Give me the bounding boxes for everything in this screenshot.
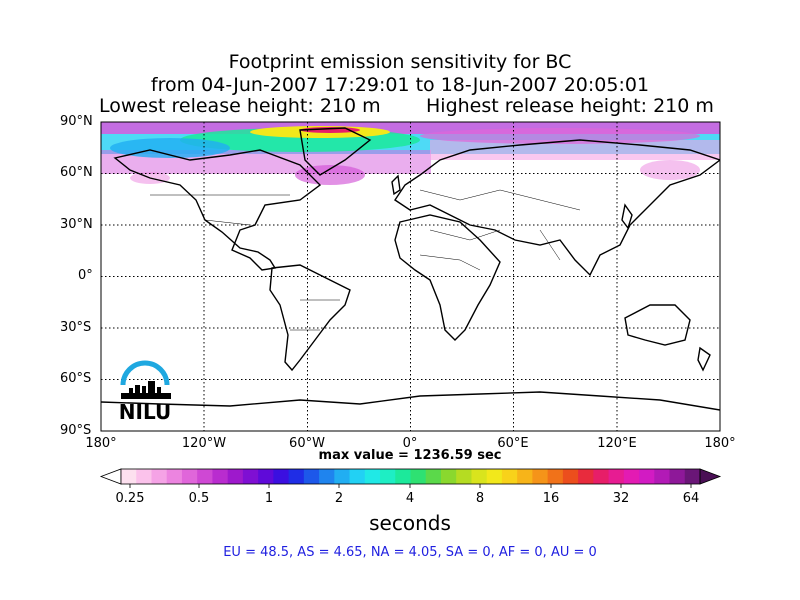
map-period: from 04-Jun-2007 17:29:01 to 18-Jun-2007… bbox=[150, 74, 650, 96]
lon-label-120e: 120°E bbox=[597, 436, 637, 451]
colorbar-segment bbox=[547, 469, 564, 484]
lat-label-60s: 60°S bbox=[60, 371, 92, 386]
colorbar-segment bbox=[501, 469, 518, 484]
colorbar-segment bbox=[608, 469, 625, 484]
lowest-release-height: Lowest release height: 210 m bbox=[99, 95, 381, 117]
colorbar-tick: 0.25 bbox=[115, 491, 145, 506]
colorbar-segment bbox=[273, 469, 290, 484]
lat-label-30s: 30°S bbox=[60, 320, 92, 335]
colorbar-over-extend bbox=[699, 468, 722, 485]
colorbar-segment bbox=[440, 469, 457, 484]
sensitivity-field bbox=[101, 122, 720, 185]
colorbar-segment bbox=[380, 469, 396, 484]
colorbar-segment bbox=[288, 469, 305, 484]
colorbar-tick: 4 bbox=[405, 491, 415, 506]
lat-label-90n: 90°N bbox=[60, 114, 93, 129]
lon-label-120w: 120°W bbox=[181, 436, 227, 451]
lon-label-0: 0° bbox=[402, 436, 418, 451]
colorbar-segment bbox=[471, 469, 488, 484]
lon-label-60w: 60°W bbox=[289, 436, 325, 451]
colorbar-segment bbox=[639, 469, 655, 484]
map-title: Footprint emission sensitivity for BC bbox=[228, 51, 572, 73]
colorbar-segment bbox=[669, 469, 686, 484]
colorbar-segment bbox=[562, 469, 579, 484]
lat-label-0: 0° bbox=[78, 268, 93, 283]
colorbar-segment bbox=[166, 469, 183, 484]
max-value: max value = 1236.59 sec bbox=[318, 448, 502, 463]
colorbar-segment bbox=[532, 469, 549, 484]
colorbar-segment bbox=[121, 469, 137, 484]
colorbar-frame bbox=[120, 468, 701, 485]
colorbar bbox=[99, 468, 722, 488]
colorbar-segment bbox=[197, 469, 214, 484]
colorbar-segment bbox=[242, 469, 259, 484]
colorbar-segment bbox=[364, 469, 381, 484]
colorbar-tick: 64 bbox=[682, 491, 700, 506]
map-border bbox=[100, 121, 721, 432]
colorbar-tick: 1 bbox=[264, 491, 274, 506]
colorbar-segment bbox=[227, 469, 244, 484]
logo-text: NILU bbox=[119, 400, 171, 424]
colorbar-segment bbox=[425, 469, 442, 484]
colorbar-tick: 2 bbox=[334, 491, 344, 506]
colorbar-segment bbox=[319, 469, 335, 484]
colorbar-segment bbox=[349, 469, 366, 484]
colorbar-segment bbox=[486, 469, 503, 484]
lon-label-60e: 60°E bbox=[497, 436, 529, 451]
lon-label-180e: 180° bbox=[704, 436, 736, 451]
colorbar-segment bbox=[517, 469, 533, 484]
logo-arc bbox=[120, 360, 170, 386]
logo-skyline bbox=[121, 381, 171, 399]
colorbar-tick: 0.5 bbox=[188, 491, 210, 506]
colorbar-segment bbox=[136, 469, 153, 484]
lat-label-30n: 30°N bbox=[60, 217, 93, 232]
colorbar-segment bbox=[593, 469, 610, 484]
colorbar-segment bbox=[334, 469, 351, 484]
lat-label-60n: 60°N bbox=[60, 165, 93, 180]
colorbar-unit: seconds bbox=[369, 511, 451, 535]
graticule bbox=[101, 122, 720, 431]
colorbar-tick: 8 bbox=[475, 491, 485, 506]
lat-label-90s: 90°S bbox=[60, 423, 92, 438]
colorbar-under-extend bbox=[99, 468, 122, 485]
colorbar-segment bbox=[212, 469, 229, 484]
colorbar-segment bbox=[303, 469, 320, 484]
colorbar-tick: 16 bbox=[542, 491, 560, 506]
colorbar-segment bbox=[258, 469, 274, 484]
colorbar-segment bbox=[654, 469, 671, 484]
country-borders bbox=[150, 189, 581, 331]
colorbar-segment bbox=[395, 469, 412, 484]
highest-release-height: Highest release height: 210 m bbox=[426, 95, 714, 117]
colorbar-segment bbox=[456, 469, 473, 484]
colorbar-segment bbox=[684, 469, 701, 484]
colorbar-segment bbox=[578, 469, 594, 484]
region-summary: EU = 48.5, AS = 4.65, NA = 4.05, SA = 0,… bbox=[223, 545, 597, 560]
colorbar-segment bbox=[181, 469, 198, 484]
lon-label-180w: 180° bbox=[85, 436, 117, 451]
colorbar-segment bbox=[151, 469, 168, 484]
colorbar-tick: 32 bbox=[612, 491, 630, 506]
colorbar-segment bbox=[410, 469, 427, 484]
nilu-logo: NILU bbox=[119, 360, 171, 424]
colorbar-segment bbox=[623, 469, 640, 484]
